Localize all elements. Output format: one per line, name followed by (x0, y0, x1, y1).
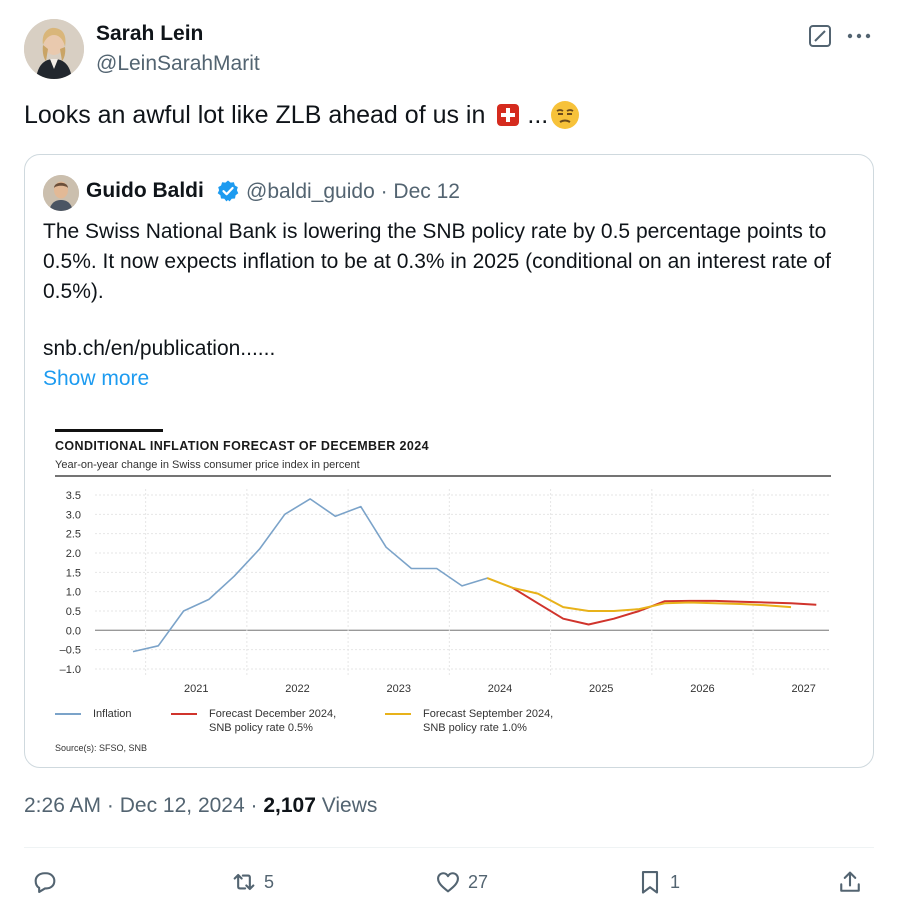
reply-button[interactable] (31, 868, 65, 896)
like-button[interactable]: 27 (434, 868, 488, 896)
y-tick-label: 1.5 (66, 567, 81, 579)
like-count: 27 (468, 871, 489, 892)
x-tick-label: 2024 (488, 683, 512, 695)
legend-label-forecast-dec: Forecast December 2024, SNB policy rate 0… (209, 707, 336, 735)
y-tick-label: 3.5 (66, 490, 81, 502)
legend-label-forecast-dec-line1: Forecast December 2024, (209, 708, 337, 720)
quoted-date[interactable]: Dec 12 (393, 180, 460, 203)
author-name[interactable]: Sarah Lein (96, 22, 204, 45)
repost-count: 5 (264, 871, 275, 892)
views-count: 2,107 (263, 794, 316, 817)
separator-dot: · (380, 180, 394, 203)
y-tick-label: 2.0 (66, 548, 81, 560)
series-line-forecast_sep (486, 577, 792, 612)
views-label: Views (321, 794, 378, 817)
chart-title-rule (55, 429, 163, 432)
share-icon (840, 871, 860, 892)
tweet-meta: 2:26 AM · Dec 12, 2024 · 2,107 Views (24, 794, 377, 818)
legend-label-forecast-sep: Forecast September 2024, SNB policy rate … (423, 707, 553, 735)
divider (24, 847, 874, 848)
tweet-time[interactable]: 2:26 AM (24, 794, 102, 817)
chart-source: Source(s): SFSO, SNB (55, 743, 148, 753)
chart-title: CONDITIONAL INFLATION FORECAST OF DECEMB… (55, 439, 429, 453)
verified-badge-icon (216, 179, 240, 203)
quoted-author-name[interactable]: Guido Baldi (86, 179, 204, 202)
inflation-chart[interactable]: CONDITIONAL INFLATION FORECAST OF DECEMB… (51, 417, 841, 757)
bookmark-count: 1 (670, 871, 681, 892)
legend-label-inflation: Inflation (93, 708, 132, 720)
quoted-author-avatar[interactable] (43, 175, 79, 211)
legend-swatch-forecast-dec (171, 713, 197, 715)
reply-icon (34, 872, 56, 893)
more-icon[interactable] (844, 24, 874, 48)
tweet-date[interactable]: Dec 12, 2024 (119, 794, 245, 817)
y-tick-label: –0.5 (60, 645, 81, 657)
quoted-text: The Swiss National Bank is lowering the … (43, 220, 831, 303)
bookmark-button[interactable]: 1 (636, 868, 680, 896)
legend-label-forecast-dec-line2: SNB policy rate 0.5% (209, 722, 313, 734)
y-tick-label: 1.0 (66, 587, 81, 599)
series-line-inflation (132, 498, 513, 653)
x-tick-label: 2026 (690, 683, 714, 695)
tweet-text: Looks an awful lot like ZLB ahead of us … (24, 100, 580, 130)
heart-icon (437, 872, 459, 893)
bookmark-icon (641, 871, 659, 894)
series-line-forecast_dec (512, 586, 817, 626)
repost-button[interactable]: 5 (230, 868, 274, 896)
x-tick-label: 2025 (589, 683, 613, 695)
show-more-link[interactable]: Show more (43, 367, 150, 390)
author-avatar[interactable] (24, 19, 84, 79)
y-tick-label: 0.0 (66, 625, 81, 637)
quoted-link[interactable]: snb.ch/en/publication...... (43, 337, 276, 360)
share-button[interactable] (836, 868, 864, 896)
legend-swatch-inflation (55, 713, 81, 715)
x-tick-label: 2027 (791, 683, 815, 695)
y-tick-label: 3.0 (66, 509, 81, 521)
tweet-ellipsis: ... (527, 100, 549, 129)
y-tick-label: 2.5 (66, 529, 81, 541)
quoted-author-handle[interactable]: @baldi_guido (246, 180, 375, 203)
y-tick-label: –1.0 (60, 664, 81, 676)
legend-swatch-forecast-sep (385, 713, 411, 715)
x-tick-label: 2021 (184, 683, 208, 695)
quoted-tweet[interactable]: Guido Baldi @baldi_guido · Dec 12 The Sw… (24, 154, 874, 768)
grok-icon[interactable] (808, 24, 832, 48)
quoted-handle-line: @baldi_guido · Dec 12 (246, 180, 460, 204)
chart-subtitle: Year-on-year change in Swiss consumer pr… (55, 459, 360, 471)
x-tick-label: 2023 (386, 683, 410, 695)
x-tick-label: 2022 (285, 683, 309, 695)
legend-label-forecast-sep-line1: Forecast September 2024, (423, 708, 554, 720)
repost-icon (233, 873, 255, 891)
separator-dot: · (106, 794, 120, 817)
chart-plot: 3.5 3.0 2.5 2.0 1.5 1.0 0.5 0.0 –0.5 –1.0 2021 2022… (55, 475, 831, 695)
unamused-face-icon (550, 100, 580, 130)
y-tick-label: 0.5 (66, 606, 81, 618)
author-handle[interactable]: @LeinSarahMarit (96, 52, 260, 75)
separator-dot: · (250, 794, 264, 817)
swiss-flag-icon (497, 104, 520, 126)
tweet-body: Looks an awful lot like ZLB ahead of us … (24, 100, 486, 129)
legend-label-forecast-sep-line2: SNB policy rate 1.0% (423, 722, 527, 734)
tweet-header: Sarah Lein @LeinSarahMarit (24, 18, 874, 82)
